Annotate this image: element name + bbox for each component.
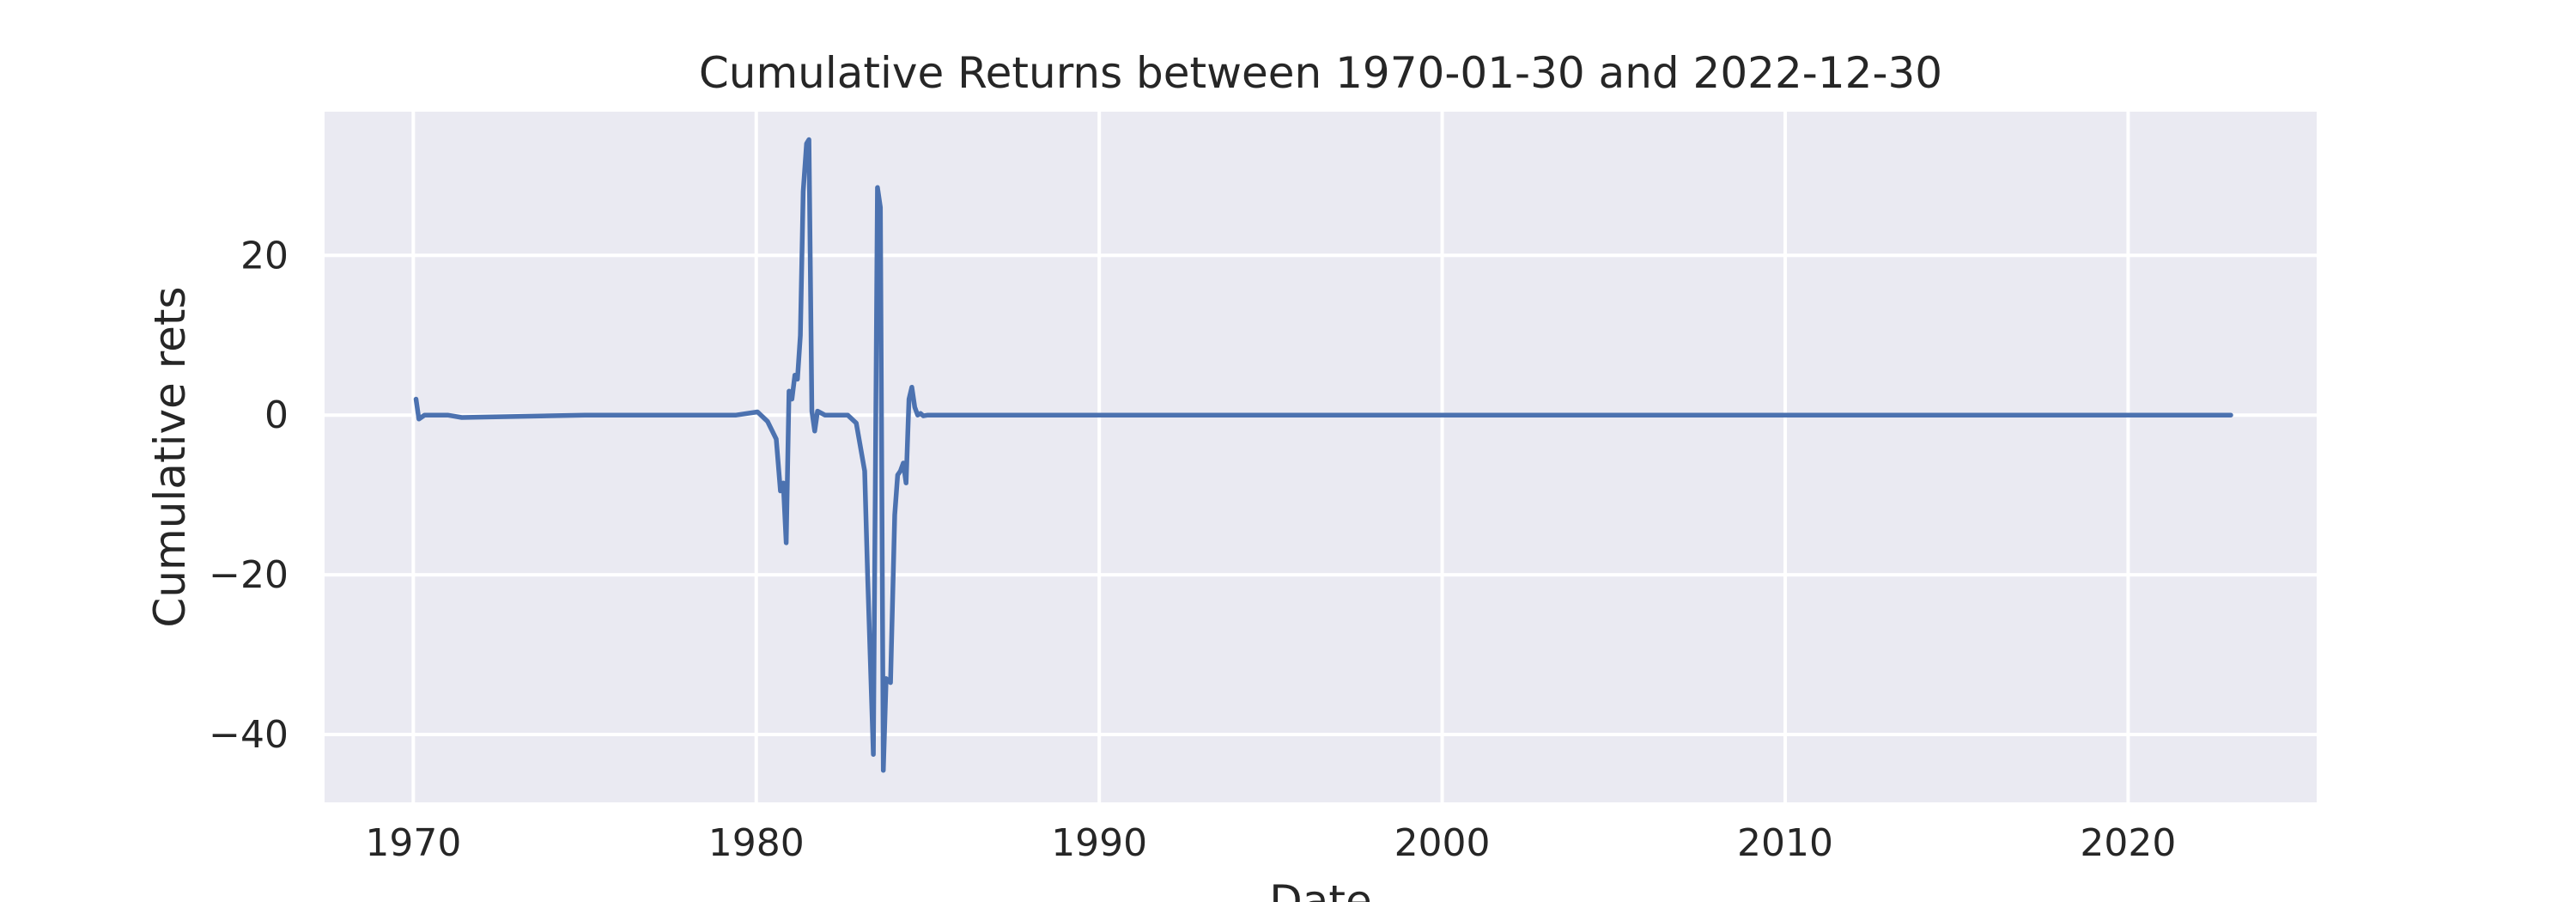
- y-axis-label: Cumulative rets: [145, 286, 195, 627]
- y-tick-label: 0: [264, 393, 289, 437]
- plot-area: [325, 112, 2317, 802]
- y-tick-label: −40: [209, 713, 289, 757]
- x-tick-label: 2000: [1394, 821, 1491, 865]
- x-axis-label: Date: [1269, 876, 1372, 902]
- x-tick-label: 2010: [1737, 821, 1833, 865]
- x-tick-label: 2020: [2080, 821, 2176, 865]
- cumulative-returns-line: [413, 137, 2233, 773]
- y-axis-ticks: 20 0 −20 −40: [209, 234, 289, 757]
- x-axis-ticks: 1970 1980 1990 2000 2010 2020: [365, 821, 2176, 865]
- y-tick-label: 20: [240, 234, 289, 277]
- y-tick-label: −20: [209, 553, 289, 597]
- x-tick-label: 1970: [365, 821, 461, 865]
- chart-title: Cumulative Returns between 1970-01-30 an…: [699, 48, 1942, 98]
- x-tick-label: 1980: [708, 821, 805, 865]
- x-tick-label: 1990: [1051, 821, 1147, 865]
- series-layer: [413, 137, 2233, 773]
